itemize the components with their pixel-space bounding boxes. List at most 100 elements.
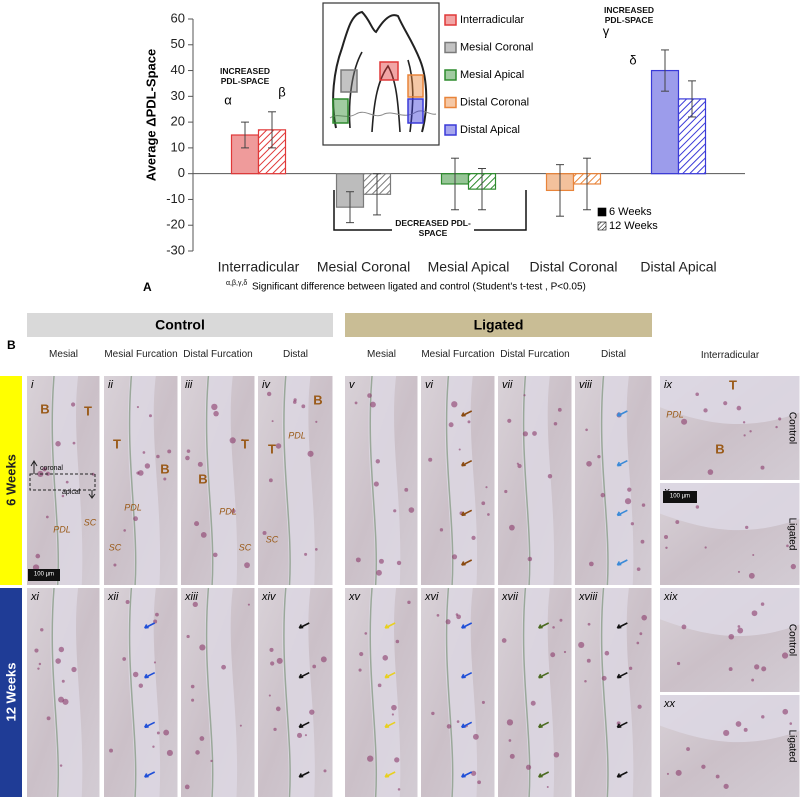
stain bbox=[723, 783, 729, 789]
stain bbox=[55, 658, 61, 664]
arrow bbox=[538, 671, 550, 679]
stain bbox=[61, 679, 65, 683]
panel-numeral: xx bbox=[663, 698, 676, 710]
stain bbox=[38, 662, 42, 666]
tissue-label: SC bbox=[109, 542, 122, 552]
stain bbox=[34, 648, 39, 653]
error-bar bbox=[241, 121, 249, 149]
column-label: Mesial Furcation bbox=[421, 349, 495, 360]
stain bbox=[451, 401, 458, 408]
stain bbox=[715, 774, 720, 779]
stain bbox=[517, 463, 522, 469]
tissue-label: B bbox=[198, 471, 207, 486]
stain bbox=[185, 455, 190, 461]
arrow bbox=[384, 771, 396, 778]
stain bbox=[754, 664, 760, 670]
stain bbox=[194, 521, 200, 527]
stain bbox=[358, 668, 362, 672]
pdl-line bbox=[369, 587, 378, 798]
stain bbox=[153, 661, 157, 664]
stain bbox=[737, 627, 744, 634]
arrow bbox=[461, 559, 473, 566]
stain bbox=[113, 563, 117, 567]
tooth-band bbox=[599, 376, 634, 585]
stain bbox=[301, 404, 306, 409]
tooth-band bbox=[204, 588, 238, 797]
stain bbox=[359, 652, 364, 657]
tissue-label: SC bbox=[84, 517, 97, 527]
stain bbox=[239, 724, 242, 727]
tissue-label: PDL bbox=[53, 524, 71, 534]
arrow bbox=[616, 721, 628, 729]
stain bbox=[736, 405, 742, 411]
stain bbox=[213, 410, 219, 417]
arrow bbox=[616, 771, 628, 778]
stain bbox=[481, 501, 486, 506]
stain bbox=[749, 430, 752, 433]
stain bbox=[167, 449, 172, 454]
inset-swatch bbox=[444, 41, 457, 54]
tissue-label: PDL bbox=[666, 409, 684, 419]
tooth-band bbox=[599, 588, 634, 797]
stain bbox=[665, 546, 668, 550]
stain bbox=[703, 408, 708, 413]
stain bbox=[221, 664, 226, 670]
column-label: Distal bbox=[600, 349, 626, 360]
stain bbox=[152, 745, 155, 748]
arrow bbox=[461, 459, 473, 467]
tooth-band bbox=[660, 695, 800, 743]
stain bbox=[636, 567, 641, 572]
arrow bbox=[616, 410, 628, 417]
stain bbox=[37, 667, 40, 670]
stain bbox=[728, 667, 733, 671]
stain bbox=[304, 734, 307, 737]
stain bbox=[192, 601, 198, 608]
error-bar bbox=[556, 164, 564, 217]
stain bbox=[304, 552, 308, 556]
stain bbox=[552, 626, 555, 629]
stain bbox=[530, 700, 536, 706]
stain bbox=[477, 780, 481, 785]
stain bbox=[630, 522, 634, 526]
column-label: Mesial bbox=[49, 349, 78, 360]
side-label: Ligated bbox=[786, 730, 797, 763]
stain bbox=[309, 709, 315, 715]
inset-legend-label: Interradicular bbox=[460, 14, 525, 26]
stain bbox=[377, 683, 382, 688]
stain bbox=[723, 401, 728, 406]
stain bbox=[547, 474, 553, 479]
stain bbox=[407, 600, 411, 605]
pdl-line bbox=[600, 587, 609, 798]
inset-frame bbox=[322, 2, 440, 146]
stain bbox=[640, 539, 645, 544]
stain bbox=[641, 503, 646, 507]
stain bbox=[745, 525, 749, 530]
tissue-label: SC bbox=[239, 542, 252, 552]
tooth-band bbox=[660, 588, 800, 637]
tooth-band bbox=[50, 376, 83, 585]
column-label: Mesial Furcation bbox=[104, 349, 178, 360]
stain bbox=[397, 788, 401, 791]
y-tick-label: 20 bbox=[171, 114, 185, 129]
stain bbox=[604, 650, 610, 656]
stain bbox=[752, 553, 755, 557]
stain bbox=[199, 644, 206, 651]
stain bbox=[456, 720, 460, 723]
annotation: INCREASED PDL-SPACE bbox=[603, 5, 655, 25]
stain bbox=[320, 656, 327, 663]
tissue-label: T bbox=[113, 436, 121, 451]
stain bbox=[728, 633, 735, 640]
stain bbox=[137, 470, 144, 476]
stain bbox=[393, 509, 397, 513]
stain bbox=[761, 715, 765, 719]
stain bbox=[597, 454, 601, 459]
stain bbox=[273, 727, 277, 732]
arrow bbox=[616, 622, 628, 629]
stain bbox=[559, 618, 563, 622]
stain bbox=[58, 696, 65, 703]
stain bbox=[231, 508, 236, 514]
stain bbox=[523, 394, 526, 397]
stain bbox=[156, 454, 160, 459]
stain bbox=[367, 755, 374, 762]
